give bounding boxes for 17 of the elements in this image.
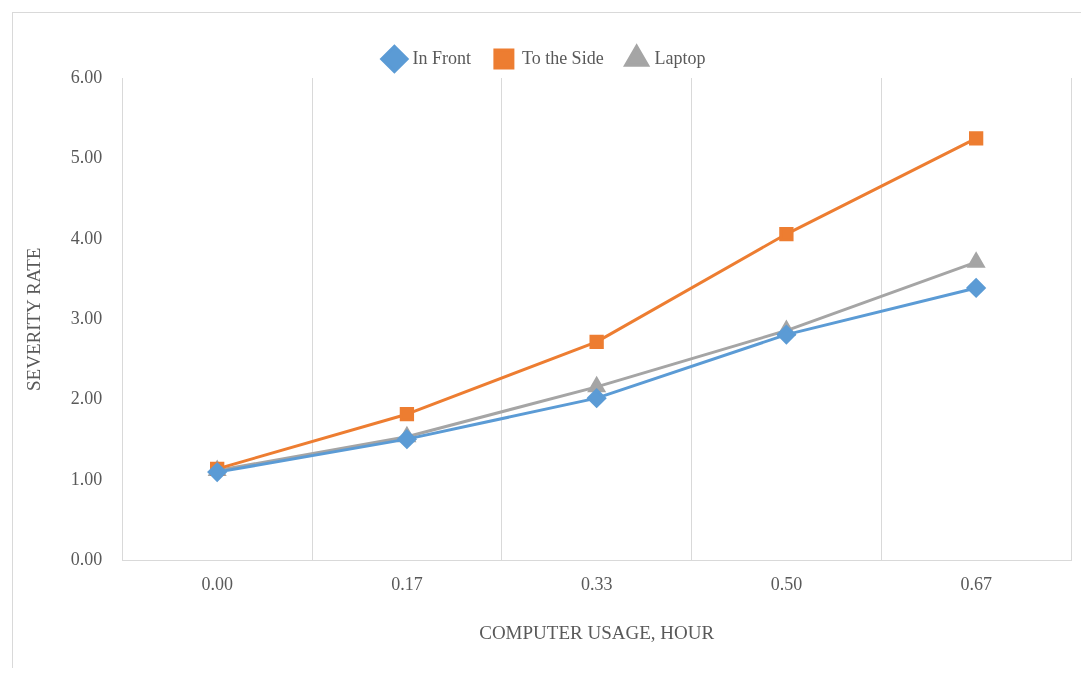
x-tick-label: 0.17	[391, 574, 423, 595]
y-axis-title: SEVERITY RATE	[23, 247, 45, 391]
y-tick-label: 0.00	[70, 549, 103, 570]
x-axis-title: COMPUTER USAGE, HOUR	[479, 621, 715, 643]
x-tick-label: 0.67	[960, 574, 992, 595]
y-tick-label: 2.00	[70, 388, 103, 409]
y-tick-label: 4.00	[70, 227, 103, 248]
y-tick-label: 1.00	[70, 468, 103, 489]
legend-label: To the Side	[521, 47, 604, 68]
x-tick-label: 0.00	[201, 574, 233, 595]
y-tick-label: 5.00	[70, 147, 103, 168]
x-tick-label: 0.50	[770, 574, 803, 595]
legend-label: In Front	[412, 47, 471, 68]
x-tick-label: 0.33	[580, 574, 613, 595]
y-tick-label: 6.00	[70, 66, 103, 87]
legend-label: Laptop	[654, 47, 706, 68]
y-tick-label: 3.00	[70, 308, 103, 329]
